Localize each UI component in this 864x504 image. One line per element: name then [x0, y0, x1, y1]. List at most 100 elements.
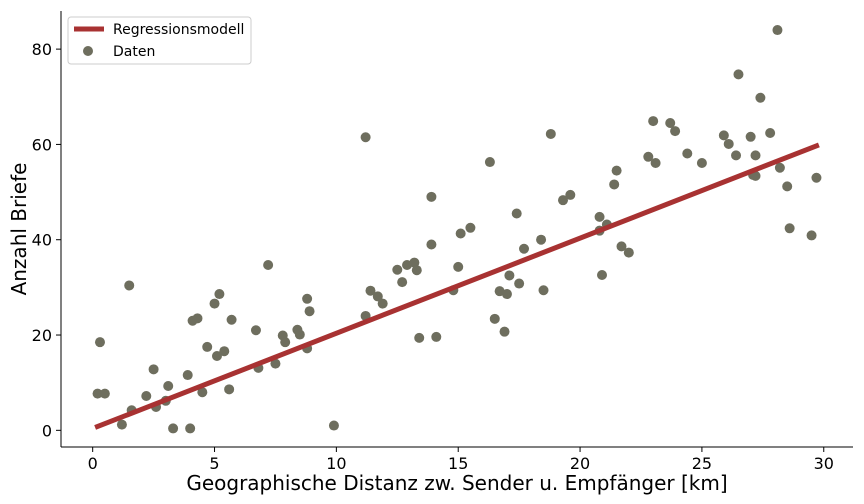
data-point [304, 306, 315, 317]
ticks: 0 5 10 15 20 25 30 0 20 40 60 80 [32, 40, 834, 473]
data-point [665, 117, 676, 128]
legend-entry-label: Daten [113, 44, 155, 60]
regression-line [94, 142, 820, 430]
data-point [670, 126, 681, 137]
data-point [328, 420, 339, 431]
data-point [250, 325, 261, 336]
x-tick-label: 5 [209, 454, 219, 473]
data-point [372, 291, 383, 302]
data-point [99, 388, 110, 399]
data-point [594, 211, 605, 222]
data-point [774, 162, 785, 173]
data-point [263, 259, 274, 270]
data-point [455, 228, 466, 239]
data-point [280, 337, 291, 348]
data-point [365, 285, 376, 296]
legend-entry-label: Regressionsmodell [113, 22, 244, 38]
data-point [209, 298, 220, 309]
data-point [596, 269, 607, 280]
data-point [745, 131, 756, 142]
data-point [219, 346, 230, 357]
data-point [360, 132, 371, 143]
data-point [731, 150, 742, 161]
data-point [224, 384, 235, 395]
data-point [392, 264, 403, 275]
data-point [514, 278, 525, 289]
data-point [538, 285, 549, 296]
data-point [426, 191, 437, 202]
data-point [141, 391, 152, 402]
data-point [765, 127, 776, 138]
data-point [611, 165, 622, 176]
data-point [214, 289, 225, 300]
y-tick-label: 40 [32, 231, 52, 250]
data-point [202, 341, 213, 352]
y-tick-label: 80 [32, 40, 52, 59]
data-point [501, 289, 512, 300]
legend-dot-swatch [83, 46, 93, 56]
data-point [182, 370, 193, 381]
data-point [465, 222, 476, 233]
x-axis-label: Geographische Distanz zw. Sender u. Empf… [186, 471, 727, 495]
data-point [302, 293, 313, 304]
data-point [377, 298, 388, 309]
data-point [733, 69, 744, 80]
data-point [409, 257, 420, 268]
data-point [197, 387, 208, 398]
data-point [163, 381, 174, 392]
data-point [185, 423, 196, 434]
data-point [536, 234, 547, 245]
data-point [411, 265, 422, 276]
data-point [168, 423, 179, 434]
data-point [643, 151, 654, 162]
series-layer [92, 25, 822, 434]
data-point [294, 329, 305, 340]
data-point [723, 138, 734, 149]
x-tick-label: 30 [814, 454, 834, 473]
x-tick-label: 20 [570, 454, 590, 473]
data-point [545, 128, 556, 139]
data-point [511, 208, 522, 219]
data-point [94, 337, 105, 348]
data-point [431, 331, 442, 342]
data-point [192, 313, 203, 324]
data-point [453, 261, 464, 272]
data-point [484, 157, 495, 168]
x-tick-label: 0 [88, 454, 98, 473]
data-point [623, 247, 634, 258]
data-point [806, 230, 817, 241]
data-point [750, 150, 761, 161]
legend-box [67, 16, 252, 65]
data-point [609, 179, 620, 190]
x-tick-label: 10 [326, 454, 346, 473]
data-point [782, 181, 793, 192]
data-point [772, 25, 783, 36]
y-tick-label: 0 [42, 421, 52, 440]
data-point [397, 277, 408, 288]
data-point [499, 326, 510, 337]
axes [60, 11, 853, 448]
data-point [504, 270, 515, 281]
legend: Regressionsmodell Daten [67, 16, 252, 65]
data-point [558, 195, 569, 206]
data-point [696, 158, 707, 169]
data-point [116, 419, 127, 430]
data-point [682, 148, 693, 159]
data-point [648, 116, 659, 127]
data-point [650, 158, 661, 169]
data-point [565, 189, 576, 200]
data-point [750, 170, 761, 181]
data-point [270, 358, 281, 369]
data-point [811, 172, 822, 183]
data-point [124, 280, 135, 291]
x-tick-label: 25 [692, 454, 712, 473]
data-point [414, 332, 425, 343]
y-axis-label: Anzahl Briefe [7, 163, 31, 296]
data-point [718, 130, 729, 141]
data-point [519, 243, 530, 254]
data-point [755, 92, 766, 103]
x-tick-label: 15 [448, 454, 468, 473]
data-point [211, 350, 222, 361]
data-point [784, 223, 795, 234]
